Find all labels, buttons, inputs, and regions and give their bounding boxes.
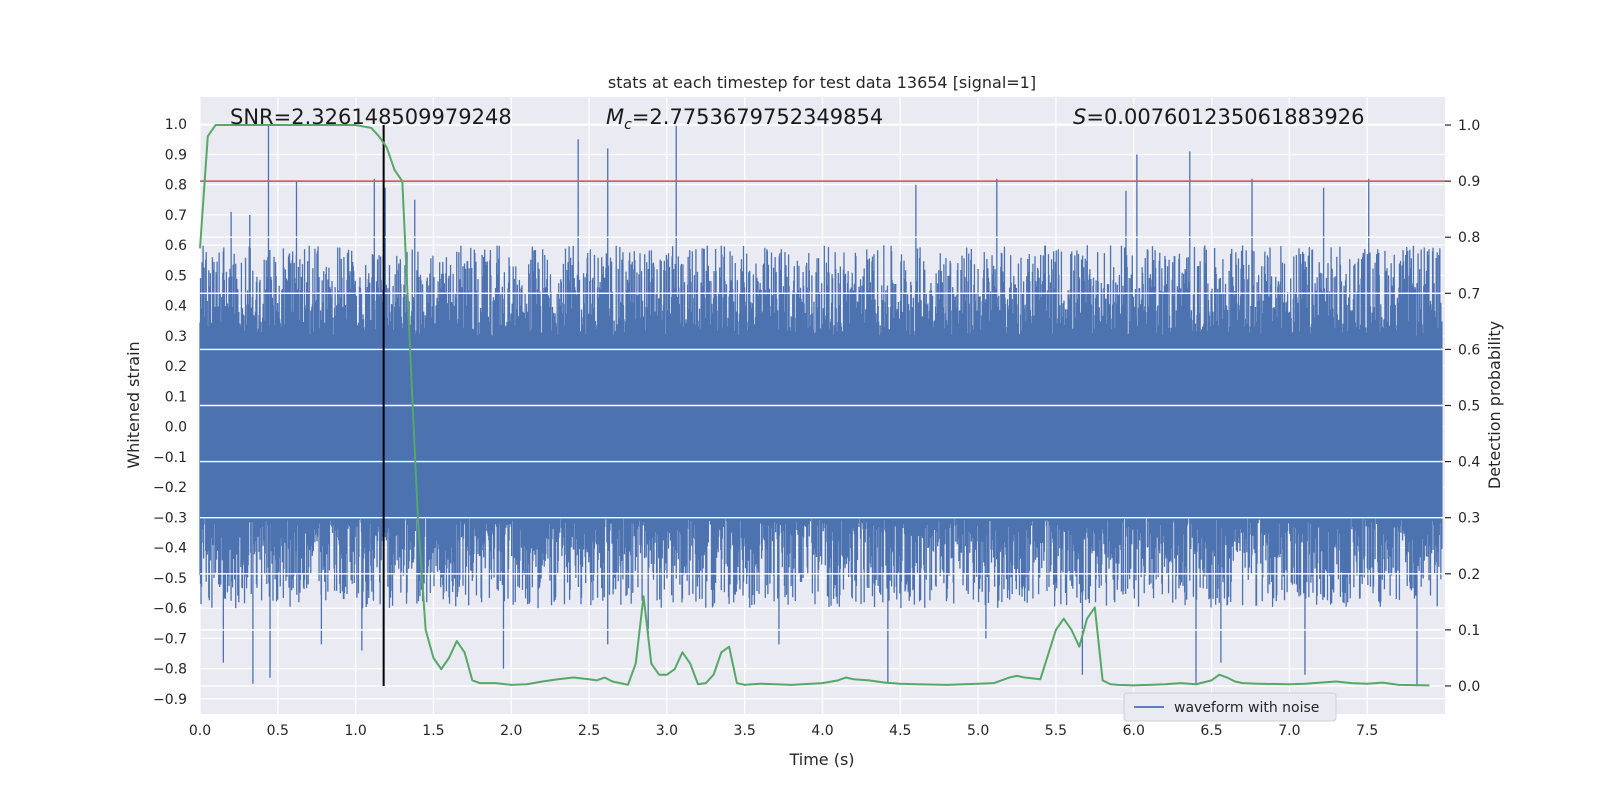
chirp-mass-annotation: Mc=2.7753679752349854 bbox=[606, 105, 883, 133]
y-right-axis-label: Detection probability bbox=[1485, 321, 1504, 489]
snr-annotation: SNR=2.326148509979248 bbox=[230, 105, 512, 129]
y-tick-label: −0.9 bbox=[153, 692, 187, 708]
reference-marks bbox=[200, 125, 1445, 686]
y-tick-label: −0.6 bbox=[153, 601, 187, 617]
y-tick-label: −0.3 bbox=[153, 510, 187, 526]
chart-title: stats at each timestep for test data 136… bbox=[608, 73, 1036, 92]
x-tick-label: 1.0 bbox=[344, 723, 366, 739]
x-tick-label: 4.5 bbox=[889, 723, 911, 739]
y-tick-label: 0.1 bbox=[165, 389, 187, 405]
y-tick-label: −0.7 bbox=[153, 631, 187, 647]
mc-symbol: M bbox=[606, 105, 624, 129]
waveform-series bbox=[199, 124, 1443, 687]
y-tick-label: 0.3 bbox=[165, 329, 187, 345]
y-right-tick-label: 0.9 bbox=[1458, 174, 1480, 190]
mc-subscript: c bbox=[624, 117, 632, 133]
y-right-tick-label: 0.3 bbox=[1458, 511, 1480, 527]
x-tick-label: 6.5 bbox=[1200, 723, 1222, 739]
y-right-tick-label: 0.0 bbox=[1458, 679, 1480, 695]
y-tick-label: 0.7 bbox=[165, 208, 187, 224]
s-annotation: S=0.007601235061883926 bbox=[1073, 105, 1364, 129]
waveform-line bbox=[199, 124, 1443, 687]
s-value: =0.007601235061883926 bbox=[1086, 105, 1364, 129]
x-tick-label: 2.0 bbox=[500, 723, 522, 739]
y-right-tick-label: 0.8 bbox=[1458, 230, 1480, 246]
mc-value: =2.7753679752349854 bbox=[632, 105, 883, 129]
x-tick-label: 3.5 bbox=[734, 723, 756, 739]
y-tick-label: −0.1 bbox=[153, 450, 187, 466]
y-tick-label: 0.6 bbox=[165, 238, 187, 254]
axes: 0.0 0.5 1.0 1.5 2.0 2.5 3.0 3.5 4.0 4.5 5.0 5.5 6.0 6… bbox=[153, 117, 1480, 739]
y-tick-label: −0.5 bbox=[153, 571, 187, 587]
y-tick-label: 0.9 bbox=[165, 147, 187, 163]
y-tick-label: −0.4 bbox=[153, 541, 187, 557]
x-tick-label: 3.0 bbox=[656, 723, 678, 739]
y-right-tick-label: 0.1 bbox=[1458, 623, 1480, 639]
x-tick-label: 6.0 bbox=[1123, 723, 1145, 739]
y-right-tick-label: 0.7 bbox=[1458, 286, 1480, 302]
x-tick-label: 7.0 bbox=[1278, 723, 1300, 739]
s-symbol: S bbox=[1073, 105, 1086, 129]
probability-line bbox=[199, 124, 1430, 687]
y-right-tick-label: 0.6 bbox=[1458, 342, 1480, 358]
y-tick-label: −0.8 bbox=[153, 662, 187, 678]
legend: waveform with noise bbox=[1123, 692, 1337, 722]
y-tick-label: 0.0 bbox=[165, 420, 187, 436]
y-tick-label: −0.2 bbox=[153, 480, 187, 496]
probability-series bbox=[199, 124, 1430, 687]
y-tick-label: 0.8 bbox=[165, 178, 187, 194]
legend-label: waveform with noise bbox=[1174, 700, 1319, 716]
y-tick-label: 0.5 bbox=[165, 268, 187, 284]
x-axis-label: Time (s) bbox=[788, 750, 854, 769]
y-tick-label: 0.2 bbox=[165, 359, 187, 375]
y-right-tick-label: 1.0 bbox=[1458, 118, 1480, 134]
x-tick-label: 0.0 bbox=[189, 723, 211, 739]
y-axis-label: Whitened strain bbox=[124, 341, 143, 468]
legend-box bbox=[1123, 692, 1337, 722]
x-tick-label: 7.5 bbox=[1356, 723, 1378, 739]
y-right-tick-label: 0.2 bbox=[1458, 567, 1480, 583]
x-tick-label: 2.5 bbox=[578, 723, 600, 739]
y-right-tick-label: 0.4 bbox=[1458, 455, 1480, 471]
x-tick-label: 5.0 bbox=[967, 723, 989, 739]
y-right-tick-label: 0.5 bbox=[1458, 399, 1480, 415]
x-tick-label: 4.0 bbox=[811, 723, 833, 739]
x-tick-label: 1.5 bbox=[422, 723, 444, 739]
y-tick-label: 0.4 bbox=[165, 299, 187, 315]
x-tick-label: 0.5 bbox=[267, 723, 289, 739]
y-tick-label: 1.0 bbox=[165, 117, 187, 133]
x-tick-label: 5.5 bbox=[1045, 723, 1067, 739]
